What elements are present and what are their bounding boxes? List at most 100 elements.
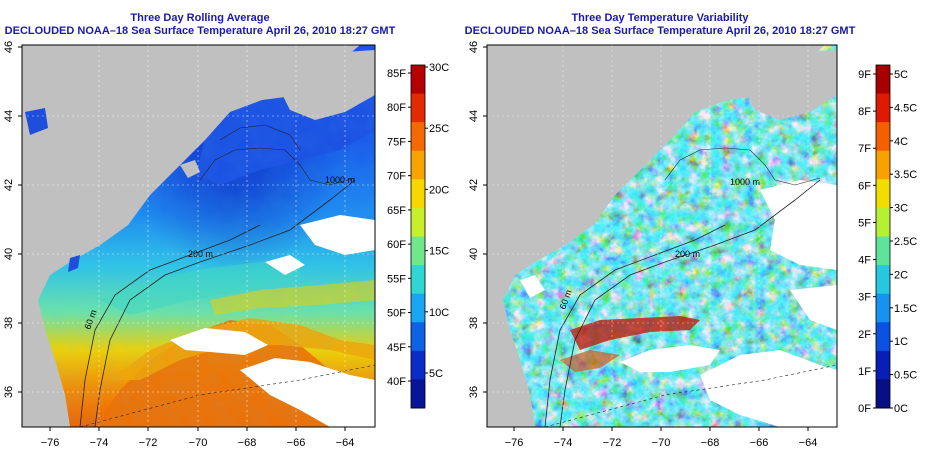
lat-lon-grid bbox=[22, 45, 375, 427]
colorbar-swatch bbox=[411, 236, 425, 266]
colorbar-celsius-label: 3.5C bbox=[894, 169, 917, 181]
contour-label-1000m: 1000 m bbox=[325, 175, 355, 185]
right-lon-tick: −70 bbox=[652, 437, 671, 449]
right-lon-tick: −64 bbox=[799, 437, 818, 449]
colorbar-fahrenheit-label: 6F bbox=[858, 180, 871, 192]
right-x-axis: −76 −74 −72 −70 −68 −66 −64 bbox=[505, 427, 818, 449]
colorbar-fahrenheit-label: 50F bbox=[387, 308, 406, 320]
left-title-line1: Three Day Rolling Average bbox=[130, 12, 270, 24]
left-lon-tick: −68 bbox=[238, 437, 257, 449]
colorbar-fahrenheit-label: 3F bbox=[858, 292, 871, 304]
colorbar-fahrenheit-label: 85F bbox=[387, 68, 406, 80]
right-lat-tick: 46 bbox=[468, 41, 480, 53]
colorbar-celsius-label: 10C bbox=[429, 307, 449, 319]
colorbar-celsius-label: 30C bbox=[429, 62, 449, 74]
colorbar-swatch bbox=[411, 179, 425, 209]
colorbar-celsius-label: 5C bbox=[894, 69, 908, 81]
colorbar-swatch bbox=[876, 350, 890, 380]
left-map: 200 m 1000 m 60 m bbox=[22, 45, 375, 427]
colorbar-frame bbox=[875, 64, 891, 409]
left-title: Three Day Rolling Average DECLOUDED NOAA… bbox=[0, 12, 400, 38]
colorbar-swatch bbox=[411, 379, 425, 409]
right-map-frame bbox=[486, 44, 838, 428]
right-lat-tick: 38 bbox=[468, 317, 480, 329]
left-colorbar: 85F 80F 75F 70F 65F 60F 55F 50F 45F 40F 30C 25C 20C 1… bbox=[387, 62, 449, 409]
left-lat-tick: 40 bbox=[3, 248, 15, 260]
colorbar-fahrenheit-label: 8F bbox=[858, 106, 871, 118]
right-lon-tick: −72 bbox=[603, 437, 622, 449]
left-lon-tick: −72 bbox=[139, 437, 158, 449]
lat-lon-grid bbox=[487, 45, 837, 427]
left-lat-tick: 38 bbox=[3, 317, 15, 329]
left-lon-tick: −64 bbox=[336, 437, 355, 449]
colorbar-swatch bbox=[876, 322, 890, 352]
colorbar-swatch bbox=[876, 122, 890, 152]
coastline-land bbox=[487, 45, 825, 427]
colorbar-swatch bbox=[411, 350, 425, 380]
right-lat-tick: 36 bbox=[468, 386, 480, 398]
contour-label-1000m: 1000 m bbox=[730, 177, 760, 187]
colorbar-fahrenheit-label: 55F bbox=[387, 273, 406, 285]
colorbar-swatch bbox=[876, 93, 890, 123]
colorbar-fahrenheit-label: 2F bbox=[858, 329, 871, 341]
right-lon-tick: −74 bbox=[554, 437, 573, 449]
contour-label-200m: 200 m bbox=[188, 249, 213, 259]
left-y-axis: 46 44 42 40 38 36 bbox=[3, 41, 22, 398]
colorbar-fahrenheit-label: 70F bbox=[387, 171, 406, 183]
colorbar-swatch bbox=[411, 65, 425, 95]
colorbar-celsius-label: 4C bbox=[894, 136, 908, 148]
left-x-axis: −76 −74 −72 −70 −68 −66 −64 bbox=[41, 427, 355, 449]
colorbar-swatch bbox=[411, 122, 425, 152]
colorbar-fahrenheit-label: 60F bbox=[387, 239, 406, 251]
colorbar-fahrenheit-label: 4F bbox=[858, 255, 871, 267]
left-lat-tick: 42 bbox=[3, 179, 15, 191]
right-title: Three Day Temperature Variability DECLOU… bbox=[460, 12, 860, 38]
colorbar-swatch bbox=[411, 93, 425, 123]
colorbar-swatch bbox=[411, 150, 425, 180]
right-lon-tick: −68 bbox=[701, 437, 720, 449]
colorbar-swatch bbox=[876, 150, 890, 180]
colorbar-celsius-label: 15C bbox=[429, 246, 449, 258]
coastline-land bbox=[22, 45, 360, 427]
colorbar-fahrenheit-label: 45F bbox=[387, 342, 406, 354]
colorbar-celsius-label: 20C bbox=[429, 184, 449, 196]
colorbar-celsius-label: 1C bbox=[894, 336, 908, 348]
left-title-line2: DECLOUDED NOAA–18 Sea Surface Temperatur… bbox=[4, 25, 396, 37]
right-lat-tick: 44 bbox=[468, 110, 480, 122]
colorbar-celsius-label: 4.5C bbox=[894, 102, 917, 114]
colorbar-swatch bbox=[411, 207, 425, 237]
left-lon-tick: −66 bbox=[287, 437, 306, 449]
colorbar-fahrenheit-label: 1F bbox=[858, 366, 871, 378]
colorbar-swatch bbox=[876, 179, 890, 209]
right-map: 200 m 1000 m 60 m bbox=[487, 45, 837, 427]
colorbar-celsius-label: 1.5C bbox=[894, 303, 917, 315]
left-lon-tick: −70 bbox=[189, 437, 208, 449]
right-y-axis: 46 44 42 40 38 36 bbox=[468, 41, 487, 398]
left-lon-tick: −76 bbox=[41, 437, 60, 449]
colorbar-swatch bbox=[411, 293, 425, 323]
cloud-gap bbox=[170, 328, 268, 355]
colorbar-swatch bbox=[876, 379, 890, 409]
colorbar-swatch bbox=[411, 322, 425, 352]
colorbar-celsius-label: 0.5C bbox=[894, 370, 917, 382]
colorbar-swatch bbox=[876, 293, 890, 323]
colorbar-frame bbox=[410, 64, 426, 409]
colorbar-celsius-label: 3C bbox=[894, 203, 908, 215]
colorbar-fahrenheit-label: 0F bbox=[858, 403, 871, 415]
colorbar-swatch bbox=[876, 65, 890, 95]
left-lat-tick: 36 bbox=[3, 386, 15, 398]
left-lat-tick: 44 bbox=[3, 110, 15, 122]
colorbar-fahrenheit-label: 7F bbox=[858, 143, 871, 155]
colorbar-fahrenheit-label: 65F bbox=[387, 205, 406, 217]
colorbar-swatch bbox=[876, 265, 890, 295]
colorbar-celsius-label: 0C bbox=[894, 403, 908, 415]
colorbar-fahrenheit-label: 80F bbox=[387, 102, 406, 114]
colorbar-celsius-label: 2C bbox=[894, 269, 908, 281]
right-lat-tick: 40 bbox=[468, 248, 480, 260]
colorbar-fahrenheit-label: 40F bbox=[387, 376, 406, 388]
colorbar-fahrenheit-label: 75F bbox=[387, 136, 406, 148]
right-title-line1: Three Day Temperature Variability bbox=[571, 12, 749, 24]
colorbar-celsius-label: 2.5C bbox=[894, 236, 917, 248]
colorbar-swatch bbox=[876, 207, 890, 237]
